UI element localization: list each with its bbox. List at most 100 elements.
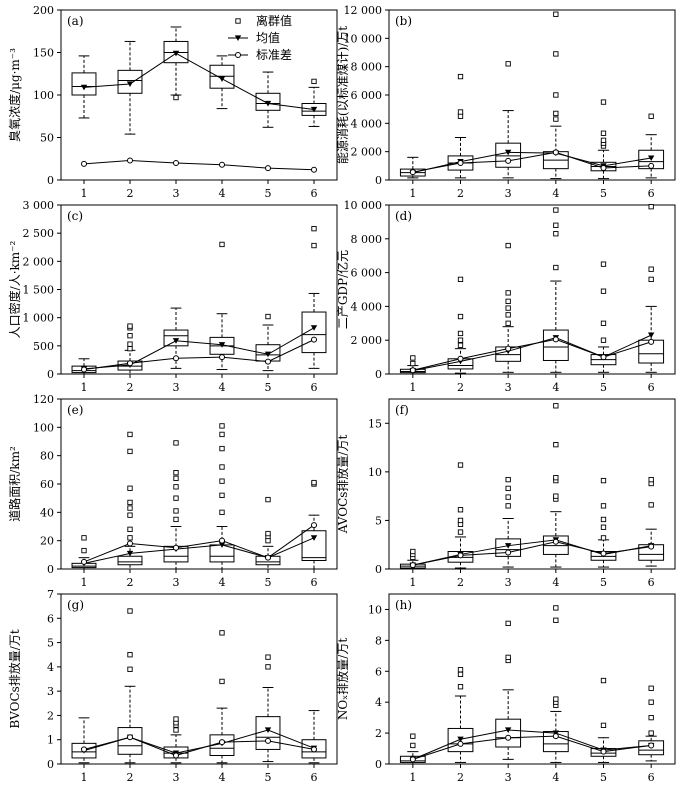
- sd-marker: [219, 537, 225, 544]
- x-tick-label: 3: [505, 576, 512, 589]
- box-4: [209, 55, 235, 110]
- x-tick-label: 5: [600, 576, 607, 589]
- sd-marker: [600, 550, 607, 557]
- box-5: [255, 71, 281, 128]
- x-tick-label: 1: [409, 187, 416, 200]
- plot-frame: [388, 9, 676, 181]
- outlier-marker: [600, 130, 607, 136]
- x-tick-label: 6: [648, 771, 655, 784]
- outlier-marker: [219, 445, 225, 452]
- sd-marker: [648, 543, 655, 550]
- y-axis-label: BVOCs排放量/万t: [7, 629, 22, 728]
- y-tick-label: 0: [47, 758, 54, 771]
- y-tick-label: 0: [375, 758, 382, 771]
- y-tick-label: 2: [47, 709, 54, 722]
- x-tick-label: 4: [552, 187, 559, 200]
- outlier-marker: [553, 605, 559, 611]
- plot-frame: [60, 593, 338, 765]
- sd-marker: [600, 748, 607, 755]
- y-tick-label: 6: [47, 612, 54, 625]
- plot-frame: [60, 9, 338, 181]
- sd-marker: [127, 734, 133, 741]
- outlier-marker: [219, 630, 225, 636]
- x-tick-label: 2: [457, 187, 464, 200]
- panel-3: 0 500 1 000 1 500 2 000 2 500 3 000 1 2 3 4 5 6 人口密度/…: [7, 199, 338, 394]
- outlier-marker: [265, 538, 271, 544]
- outlier-marker: [648, 266, 654, 272]
- x-tick-label: 4: [219, 381, 226, 394]
- x-tick-label: 5: [600, 771, 607, 784]
- x-tick-label: 1: [81, 576, 88, 589]
- outlier-marker: [81, 535, 87, 541]
- mean-marker: [218, 542, 226, 548]
- outlier-marker: [410, 733, 416, 739]
- x-tick-label: 3: [173, 381, 180, 394]
- y-tick-label: 1 500: [23, 284, 55, 297]
- x-tick-label: 5: [265, 187, 272, 200]
- y-axis-label: 道路面积/km²: [7, 446, 22, 522]
- outlier-marker: [553, 493, 559, 499]
- y-tick-label: 3: [47, 685, 54, 698]
- outlier-marker: [265, 496, 271, 503]
- mean-marker: [126, 81, 134, 87]
- mean-line: [83, 537, 315, 564]
- y-tick-label: 4: [375, 696, 382, 709]
- sd-marker: [648, 338, 655, 345]
- outlier-marker: [457, 109, 464, 115]
- box-6: [301, 710, 327, 764]
- outlier-marker: [553, 442, 559, 448]
- x-tick-label: 3: [173, 771, 180, 784]
- sd-marker: [311, 166, 317, 173]
- outlier-marker: [457, 337, 464, 343]
- outlier-marker: [219, 478, 225, 484]
- box-6: [638, 204, 665, 373]
- outlier-marker: [553, 475, 559, 481]
- outlier-marker: [505, 305, 511, 311]
- sd-line: [83, 159, 315, 171]
- sd-marker: [552, 733, 559, 740]
- y-tick-label: 60: [40, 478, 54, 491]
- outlier-marker: [457, 517, 464, 524]
- outlier-marker: [600, 288, 607, 294]
- x-tick-label: 5: [600, 187, 607, 200]
- y-tick-label: 0: [375, 368, 382, 381]
- y-tick-label: 8 000: [351, 61, 383, 74]
- x-tick-label: 4: [219, 187, 226, 200]
- mean-marker: [310, 106, 318, 113]
- y-tick-label: 80: [40, 450, 54, 463]
- outlier-marker: [127, 666, 133, 672]
- y-axis-label: AVOCs排放量/万t: [335, 435, 350, 535]
- x-tick-label: 1: [409, 381, 416, 394]
- mean-marker: [172, 338, 180, 344]
- sd-marker: [127, 157, 133, 164]
- outlier-marker: [648, 714, 654, 721]
- outlier-marker: [173, 508, 179, 514]
- outlier-marker: [410, 355, 416, 361]
- outlier-marker: [127, 341, 133, 347]
- legend-mean-label: 均值: [256, 30, 280, 45]
- outlier-marker: [505, 485, 511, 492]
- outlier-marker: [127, 499, 133, 506]
- outlier-marker: [600, 477, 607, 484]
- outlier-marker: [311, 479, 317, 486]
- x-tick-label: 6: [311, 381, 318, 394]
- outlier-marker: [265, 664, 271, 670]
- sd-line: [412, 735, 652, 760]
- x-tick-label: 4: [552, 381, 559, 394]
- y-tick-label: 10 000: [344, 32, 383, 45]
- outlier-marker: [127, 323, 133, 329]
- outlier-marker: [505, 476, 511, 483]
- y-tick-label: 0: [375, 174, 382, 187]
- y-axis-label: NOₓ排放量/万t: [335, 638, 350, 720]
- y-tick-label: 5: [375, 514, 382, 527]
- outlier-marker: [505, 298, 511, 304]
- y-tick-label: 10: [368, 466, 382, 479]
- panel-6: 0 5 10 15 1 2 3 4 5 6 AVOCs排放量/万t (f): [335, 398, 676, 589]
- y-tick-label: 2 000: [351, 334, 383, 347]
- outlier-marker: [410, 742, 416, 749]
- mean-marker: [80, 84, 88, 91]
- y-axis-label: 人口密度/人·km⁻²: [7, 240, 22, 338]
- iqr-box: [163, 329, 189, 347]
- sd-marker: [457, 355, 464, 362]
